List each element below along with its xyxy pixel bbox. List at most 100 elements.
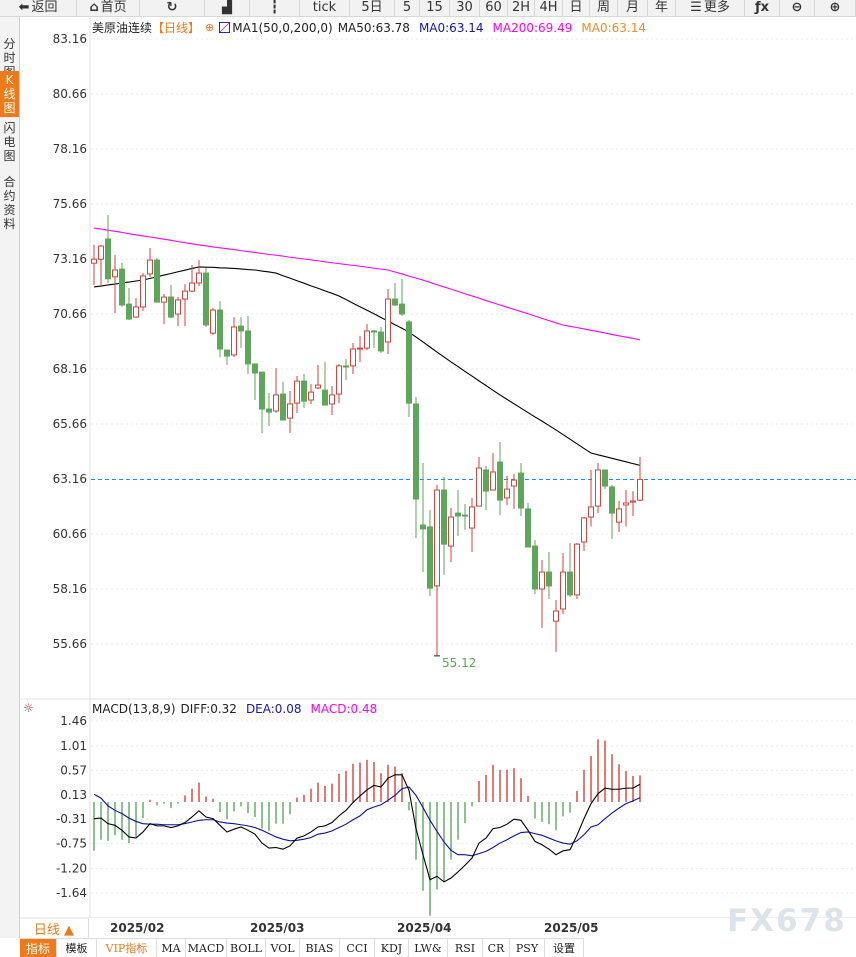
candle bbox=[441, 477, 447, 575]
period-label: 【日线】 bbox=[152, 21, 201, 35]
macd-settings-icon[interactable]: ☼ bbox=[23, 701, 34, 715]
candle bbox=[336, 363, 342, 404]
indicator-tab-LW&[interactable]: LW& bbox=[409, 939, 448, 957]
toolbar-button-返回[interactable]: ⬅ 返回 bbox=[0, 0, 77, 17]
candle bbox=[266, 392, 272, 426]
indicator-tab-bar: 指标 模板 VIP指标 MA MACD BOLL VOL BIAS CCI KDJ LW& RSI CR… bbox=[20, 938, 584, 957]
candle bbox=[224, 349, 230, 366]
toolbar-button-60[interactable]: 60 bbox=[480, 0, 508, 17]
ma50-line bbox=[93, 266, 641, 466]
toolbar-button-4H[interactable]: 4H bbox=[535, 0, 563, 17]
candle bbox=[217, 301, 223, 358]
indicator-settings-icon[interactable] bbox=[219, 22, 231, 33]
price-axis-label: 70.66 bbox=[53, 307, 87, 321]
macd-indicator-name: MACD(13,8,9) bbox=[92, 702, 176, 716]
candle bbox=[392, 282, 398, 307]
candle-body bbox=[630, 500, 636, 503]
candle-body bbox=[357, 347, 363, 350]
toolbar-button-2H[interactable]: 2H bbox=[508, 0, 535, 17]
indicator-tab-BOLL[interactable]: BOLL bbox=[227, 939, 266, 957]
toolbar-button-function-fx[interactable]: ƒx bbox=[745, 0, 780, 17]
candlestick-icon: ┇ bbox=[270, 0, 279, 15]
price-axis-label: 78.16 bbox=[53, 142, 87, 156]
candle-body bbox=[161, 296, 167, 303]
candle-body bbox=[266, 408, 272, 413]
price-axis-label: 65.66 bbox=[53, 417, 87, 431]
toolbar-button-30[interactable]: 30 bbox=[450, 0, 480, 17]
candle-body bbox=[364, 330, 370, 349]
candle bbox=[189, 264, 195, 292]
macd-axis-label: 0.13 bbox=[60, 788, 87, 802]
candle bbox=[434, 484, 440, 656]
candle bbox=[427, 510, 433, 597]
candle-body bbox=[238, 325, 244, 332]
toolbar-button-周[interactable]: 周 bbox=[590, 0, 618, 17]
toolbar-button-tick[interactable]: tick bbox=[300, 0, 350, 17]
menu-icon: ☰ bbox=[690, 0, 702, 15]
candle-body bbox=[343, 365, 349, 368]
toolbar: ⬅ 返回 ⌂ 首页 ↻ ▟ ┇ tick 5日 5 15 30 60 2H 4H 日周月年 ☰ 更多 ƒx ⊖ ⊕ bbox=[0, 0, 856, 17]
candle bbox=[504, 475, 510, 505]
indicator-tab-设置[interactable]: 设置 bbox=[545, 939, 584, 957]
toolbar-label: 30 bbox=[456, 0, 473, 15]
candle bbox=[315, 365, 321, 390]
indicator-tab-CR[interactable]: CR bbox=[483, 939, 510, 957]
toolbar-button-candlestick[interactable]: ┇ bbox=[250, 0, 300, 17]
sidebar-tab-contract-info[interactable]: 合约资料 bbox=[3, 175, 16, 231]
candle-body bbox=[588, 506, 594, 518]
toolbar-label: 返回 bbox=[31, 0, 58, 15]
toolbar-button-15[interactable]: 15 bbox=[420, 0, 450, 17]
add-indicator-icon[interactable]: ⊕ bbox=[205, 21, 215, 34]
toolbar-button-月[interactable]: 月 bbox=[618, 0, 648, 17]
toolbar-button-bar-chart[interactable]: ▟ bbox=[205, 0, 250, 17]
indicator-tab-指标[interactable]: 指标 bbox=[20, 939, 57, 957]
indicator-tab-BIAS[interactable]: BIAS bbox=[300, 939, 340, 957]
candle-body bbox=[119, 268, 125, 306]
diff-value: DIFF:0.32 bbox=[180, 702, 237, 716]
candle bbox=[623, 490, 629, 527]
toolbar-button-refresh[interactable]: ↻ bbox=[140, 0, 205, 17]
toolbar-button-5日[interactable]: 5日 bbox=[350, 0, 395, 17]
toolbar-button-首页[interactable]: ⌂ 首页 bbox=[77, 0, 140, 17]
macd-axis-label: -1.20 bbox=[56, 862, 87, 876]
candle bbox=[588, 469, 594, 527]
indicator-tab-模板[interactable]: 模板 bbox=[57, 939, 97, 957]
candle bbox=[329, 385, 335, 415]
sidebar-tab-flash[interactable]: 闪电图 bbox=[3, 121, 16, 163]
low-price-label: 55.12 bbox=[442, 656, 476, 670]
indicator-tab-MACD[interactable]: MACD bbox=[186, 939, 227, 957]
candle bbox=[609, 484, 615, 540]
indicator-tab-RSI[interactable]: RSI bbox=[448, 939, 483, 957]
chart-canvas[interactable]: 83.16 80.66 78.16 75.66 73.16 70.66 68.16 65.66… bbox=[0, 0, 856, 918]
candle bbox=[245, 315, 251, 375]
candle bbox=[567, 543, 573, 597]
candle bbox=[273, 368, 279, 413]
toolbar-button-更多[interactable]: ☰ 更多 bbox=[676, 0, 745, 17]
toolbar-button-年[interactable]: 年 bbox=[648, 0, 676, 17]
time-axis-label: 2025/05 bbox=[544, 921, 599, 935]
toolbar-button-5[interactable]: 5 bbox=[395, 0, 420, 17]
candle-body bbox=[336, 365, 342, 395]
indicator-tab-MA[interactable]: MA bbox=[157, 939, 186, 957]
dea-line bbox=[93, 786, 641, 857]
period-selector-button[interactable]: 日线 ▲ bbox=[20, 918, 89, 938]
indicator-tab-CCI[interactable]: CCI bbox=[340, 939, 375, 957]
indicator-tab-VIP指标[interactable]: VIP指标 bbox=[97, 939, 157, 957]
candle-body bbox=[392, 298, 398, 306]
price-axis-label: 75.66 bbox=[53, 197, 87, 211]
indicator-tab-KDJ[interactable]: KDJ bbox=[375, 939, 409, 957]
bar-chart-icon: ▟ bbox=[222, 0, 232, 15]
candle-body bbox=[210, 309, 216, 334]
toolbar-label: 60 bbox=[485, 0, 502, 15]
indicator-tab-VOL[interactable]: VOL bbox=[266, 939, 300, 957]
toolbar-button-zoom-out[interactable]: ⊖ bbox=[780, 0, 815, 17]
indicator-tab-PSY[interactable]: PSY bbox=[510, 939, 545, 957]
toolbar-button-日[interactable]: 日 bbox=[563, 0, 590, 17]
candle bbox=[91, 244, 97, 285]
candle bbox=[133, 297, 139, 318]
candle bbox=[301, 374, 307, 408]
candle bbox=[196, 260, 202, 287]
candle-body bbox=[483, 469, 489, 492]
refresh-icon: ↻ bbox=[166, 0, 178, 15]
